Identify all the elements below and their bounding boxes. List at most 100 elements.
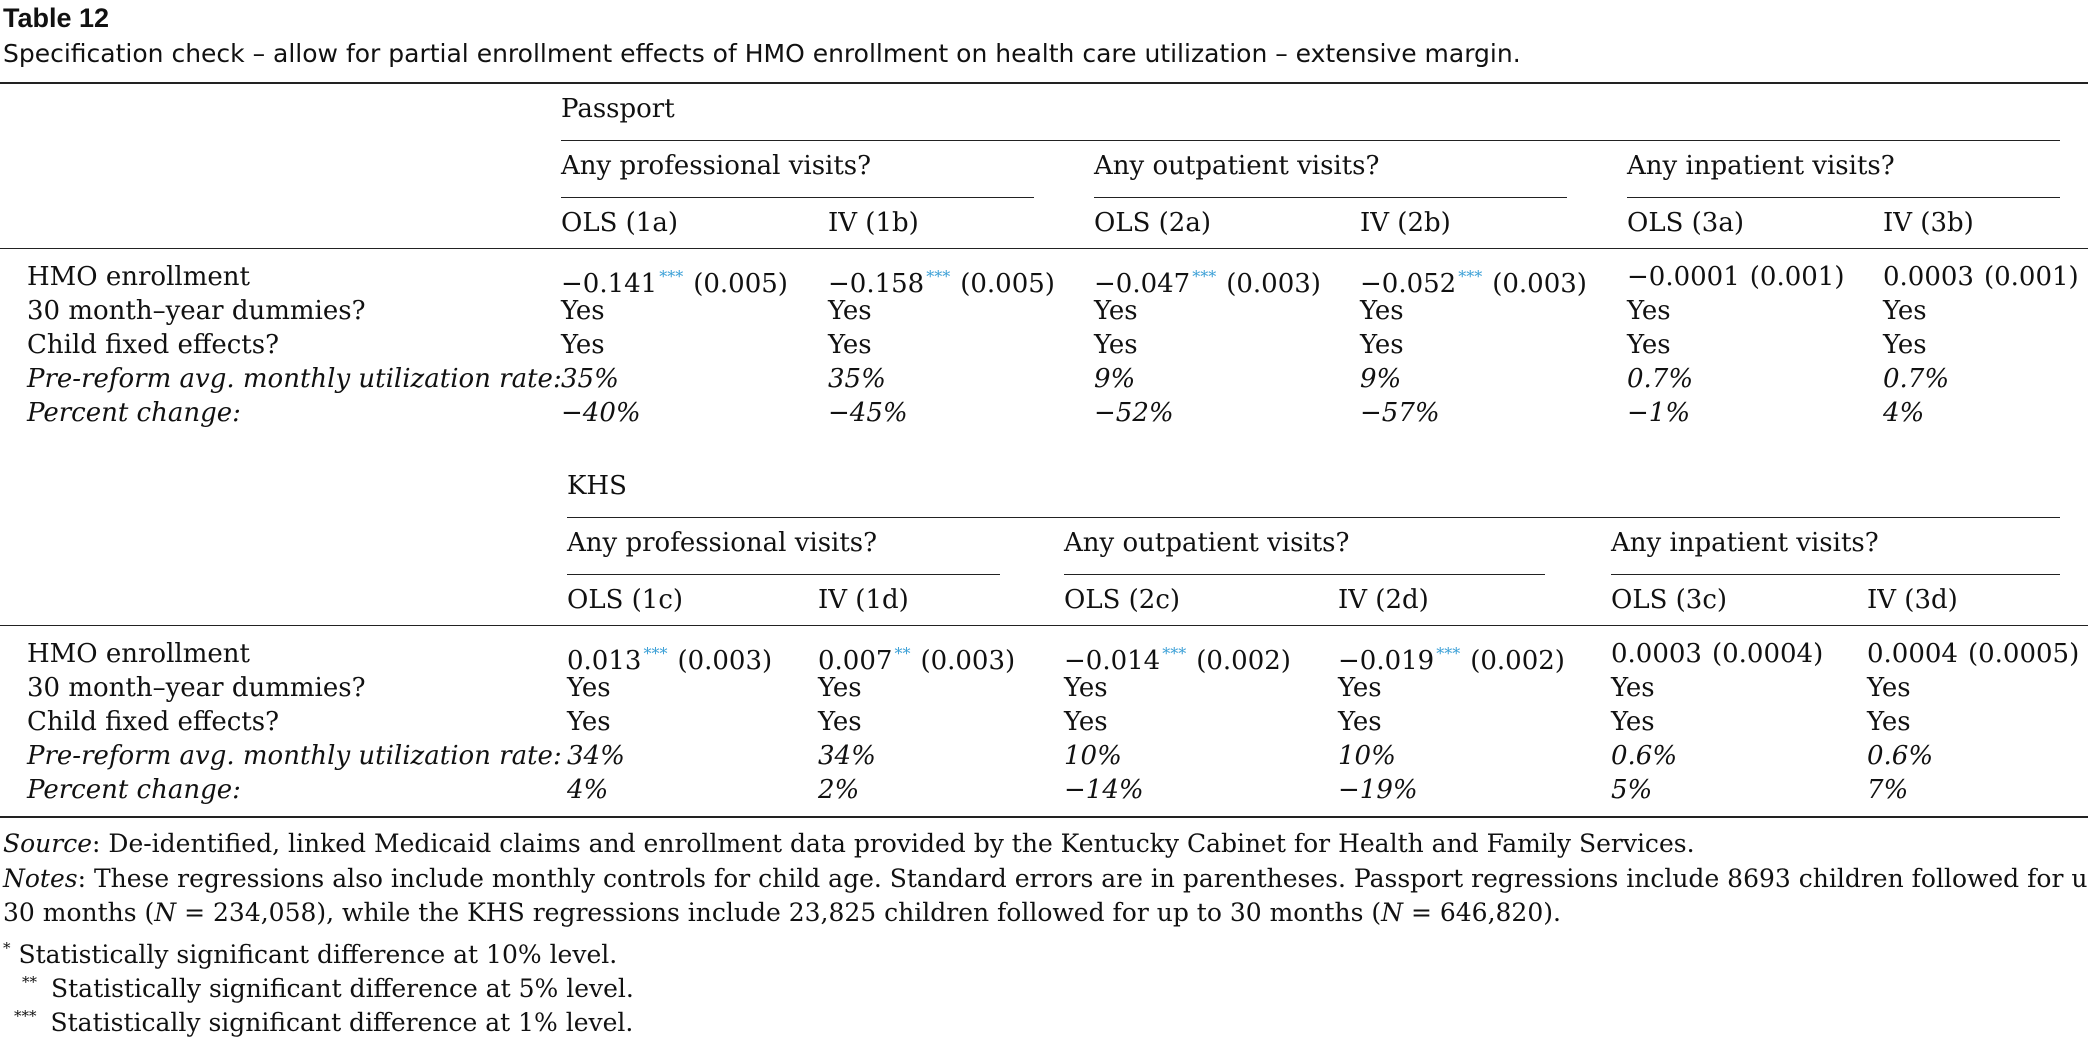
percent-change-cell: 4% — [567, 775, 609, 805]
outcome-header: Any outpatient visits? — [1064, 528, 1350, 558]
pre-reform-rate-cell: 34% — [567, 741, 625, 771]
sig-mark-5: ** — [22, 973, 37, 991]
percent-change-cell: −19% — [1338, 775, 1418, 805]
outcome-header: Any inpatient visits? — [1611, 528, 1879, 558]
percent-change-cell: −1% — [1627, 398, 1691, 428]
percent-change-cell: −45% — [828, 398, 908, 428]
outcome-header: Any outpatient visits? — [1094, 151, 1380, 181]
outcome-rule — [1064, 574, 1545, 575]
standard-error: (0.002) — [1470, 646, 1565, 676]
dummies-cell: Yes — [828, 296, 872, 326]
hmo-coefficient-cell: 0.0003 (0.0004) — [1611, 639, 1823, 669]
coefficient: −0.014 — [1064, 646, 1161, 676]
significance-stars: *** — [659, 267, 684, 286]
dummies-cell: Yes — [1611, 673, 1655, 703]
sig-note-1: *** Statistically significant difference … — [14, 1001, 633, 1038]
notes-label: Notes — [3, 864, 78, 893]
standard-error: (0.002) — [1196, 646, 1291, 676]
significance-stars: *** — [643, 644, 668, 663]
dummies-cell: Yes — [561, 296, 605, 326]
percent-change-cell: 7% — [1867, 775, 1909, 805]
sig-note-10: * Statistically significant difference a… — [3, 933, 617, 970]
dummies-cell: Yes — [567, 673, 611, 703]
significance-stars: ** — [894, 644, 911, 663]
notes-line-2: 30 months (N = 234,058), while the KHS r… — [3, 898, 1561, 928]
pre-reform-rate-cell: 0.6% — [1611, 741, 1678, 771]
hmo-coefficient-cell: −0.014 *** (0.002) — [1064, 639, 1291, 676]
fixed-effects-cell: Yes — [818, 707, 862, 737]
pre-reform-rate-cell: 0.6% — [1867, 741, 1934, 771]
outcome-rule — [561, 197, 1034, 198]
sig-note-5: ** Statistically significant difference a… — [22, 967, 634, 1004]
notes-n2: N — [1381, 898, 1404, 927]
fixed-effects-cell: Yes — [567, 707, 611, 737]
column-header: IV (3b) — [1883, 208, 1974, 238]
notes-text-1: : These regressions also include monthly… — [77, 864, 2088, 893]
notes-n1: N — [154, 898, 177, 927]
row-label: Percent change: — [27, 398, 241, 428]
percent-change-cell: 4% — [1883, 398, 1925, 428]
percent-change-cell: −52% — [1094, 398, 1174, 428]
fixed-effects-cell: Yes — [1094, 330, 1138, 360]
hmo-coefficient-cell: −0.052 *** (0.003) — [1360, 262, 1587, 299]
outcome-rule — [1094, 197, 1567, 198]
significance-stars: *** — [1192, 267, 1217, 286]
column-header: IV (1d) — [818, 585, 909, 615]
row-label: Pre-reform avg. monthly utilization rate… — [27, 741, 562, 771]
fixed-effects-cell: Yes — [1611, 707, 1655, 737]
bottom-rule — [0, 816, 2088, 818]
row-label: Percent change: — [27, 775, 241, 805]
percent-change-cell: 5% — [1611, 775, 1653, 805]
notes-text-2c: = 646,820). — [1403, 898, 1561, 927]
column-header: OLS (1c) — [567, 585, 684, 615]
pre-reform-rate-cell: 0.7% — [1627, 364, 1694, 394]
fixed-effects-cell: Yes — [1360, 330, 1404, 360]
coefficient: −0.047 — [1094, 269, 1191, 299]
coefficient: 0.0004 — [1867, 639, 1958, 669]
row-label: 30 month–year dummies? — [27, 296, 366, 326]
coefficient: 0.007 — [818, 646, 893, 676]
sig-mark-1: *** — [14, 1007, 37, 1025]
significance-stars: *** — [926, 267, 951, 286]
percent-change-cell: −40% — [561, 398, 641, 428]
column-header: IV (2d) — [1338, 585, 1429, 615]
pre-reform-rate-cell: 9% — [1360, 364, 1402, 394]
row-label: Child fixed effects? — [27, 330, 280, 360]
column-header: OLS (3c) — [1611, 585, 1728, 615]
standard-error: (0.003) — [1226, 269, 1321, 299]
column-header: OLS (2a) — [1094, 208, 1211, 238]
source-note: Source: De-identified, linked Medicaid c… — [3, 829, 1695, 859]
source-label: Source — [3, 829, 93, 858]
panel-group-label: Passport — [561, 94, 675, 124]
group-rule — [561, 140, 2060, 141]
standard-error: (0.001) — [1983, 262, 2079, 292]
row-label: HMO enrollment — [27, 262, 250, 292]
pre-reform-rate-cell: 0.7% — [1883, 364, 1950, 394]
coefficient: 0.013 — [567, 646, 642, 676]
hmo-coefficient-cell: 0.0003 (0.001) — [1883, 262, 2079, 292]
pre-reform-rate-cell: 10% — [1338, 741, 1396, 771]
fixed-effects-cell: Yes — [1064, 707, 1108, 737]
table-title: Table 12 — [3, 3, 110, 33]
top-rule — [0, 82, 2088, 84]
pre-reform-rate-cell: 9% — [1094, 364, 1136, 394]
dummies-cell: Yes — [1338, 673, 1382, 703]
sig-mark-10: * — [3, 939, 11, 957]
panel-group-label: KHS — [567, 471, 627, 501]
dummies-cell: Yes — [1627, 296, 1671, 326]
percent-change-cell: −57% — [1360, 398, 1440, 428]
table-caption: Specification check – allow for partial … — [3, 39, 1521, 68]
sig-text-5: Statistically significant difference at … — [51, 974, 634, 1003]
pre-reform-rate-cell: 35% — [561, 364, 619, 394]
significance-stars: *** — [1162, 644, 1187, 663]
column-header: OLS (3a) — [1627, 208, 1744, 238]
notes-text-2a: 30 months ( — [3, 898, 155, 927]
column-header: OLS (2c) — [1064, 585, 1181, 615]
header-rule — [0, 248, 2088, 249]
coefficient: −0.052 — [1360, 269, 1457, 299]
standard-error: (0.005) — [960, 269, 1055, 299]
outcome-header: Any inpatient visits? — [1627, 151, 1895, 181]
fixed-effects-cell: Yes — [1627, 330, 1671, 360]
standard-error: (0.001) — [1749, 262, 1845, 292]
